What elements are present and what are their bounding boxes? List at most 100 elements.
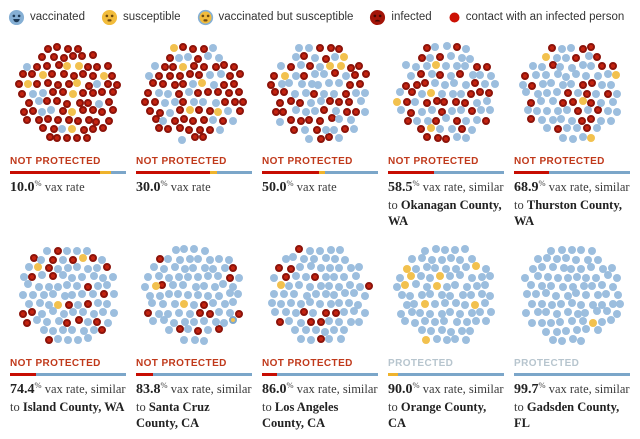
person-dot-vaccinated <box>284 317 293 326</box>
person-dot-infected <box>63 134 72 143</box>
person-dot-vaccinated <box>329 290 338 299</box>
person-dot-vaccinated <box>392 282 401 291</box>
person-dot-vaccinated <box>468 274 477 283</box>
person-dot-infected <box>218 116 227 125</box>
person-dot-vaccinated <box>229 282 238 291</box>
population-dot-cluster <box>263 237 377 353</box>
person-dot-vaccinated <box>487 72 496 81</box>
person-dot-vaccinated <box>149 316 158 325</box>
person-dot-vaccinated <box>332 107 341 116</box>
person-dot-vaccinated <box>468 125 477 134</box>
person-dot-vaccinated <box>72 263 81 272</box>
person-dot-vaccinated <box>527 318 536 327</box>
person-dot-infected <box>73 134 82 143</box>
person-dot-infected <box>312 126 321 135</box>
person-dot-infected <box>174 89 183 98</box>
person-dot-vaccinated <box>149 262 158 271</box>
person-dot-vaccinated <box>417 108 426 117</box>
person-dot-vaccinated <box>289 253 298 262</box>
person-dot-infected <box>440 98 449 107</box>
protection-status: NOT PROTECTED <box>388 156 479 167</box>
person-dot-vaccinated <box>541 328 550 337</box>
person-dot-infected <box>176 71 185 80</box>
person-dot-vaccinated <box>461 133 470 142</box>
person-dot-susceptible <box>68 89 77 98</box>
person-dot-vaccinated <box>588 300 597 309</box>
person-dot-vaccinated <box>452 264 461 273</box>
person-dot-infected <box>179 42 188 51</box>
scenario-panel: NOT PROTECTED 10.0% vax rate <box>8 35 128 237</box>
person-dot-infected <box>235 70 244 79</box>
person-dot-vaccinated <box>427 326 436 335</box>
person-dot-vaccinated <box>199 337 208 346</box>
person-dot-vaccinated <box>299 254 308 263</box>
person-dot-infected <box>236 107 245 116</box>
person-dot-infected <box>569 97 578 106</box>
person-dot-infected <box>100 289 109 298</box>
vax-rate-value: 58.5 <box>388 180 413 195</box>
person-dot-infected <box>475 87 484 96</box>
person-dot-vaccinated <box>561 253 570 262</box>
person-dot-vaccinated <box>538 116 547 125</box>
person-dot-vaccinated <box>209 299 218 308</box>
protection-status: NOT PROTECTED <box>262 357 353 369</box>
person-dot-susceptible <box>198 79 207 88</box>
person-dot-infected <box>548 43 557 52</box>
person-dot-vaccinated <box>60 310 69 319</box>
person-dot-susceptible <box>67 108 76 116</box>
person-dot-infected <box>25 99 34 108</box>
person-dot-vaccinated <box>104 319 113 328</box>
person-dot-infected <box>582 123 591 132</box>
percent-sign: % <box>34 177 42 188</box>
person-dot-infected <box>176 105 185 114</box>
person-dot-vaccinated <box>180 318 189 327</box>
person-dot-vaccinated <box>430 263 439 272</box>
vax-rate-value: 99.7 <box>514 381 539 397</box>
person-dot-vaccinated <box>616 300 625 309</box>
vax-rate-bar-segment-blue <box>153 372 252 376</box>
person-dot-vaccinated <box>302 272 311 281</box>
person-dot-vaccinated <box>235 274 243 283</box>
person-dot-vaccinated <box>83 334 92 343</box>
vax-rate-value: 83.8 <box>136 381 161 397</box>
person-dot-vaccinated <box>446 254 455 263</box>
person-dot-vaccinated <box>537 300 546 309</box>
person-dot-infected <box>154 124 163 133</box>
person-dot-vaccinated <box>355 282 364 291</box>
person-dot-vaccinated <box>206 256 215 265</box>
person-dot-infected <box>455 69 464 78</box>
person-dot-infected <box>34 115 43 124</box>
person-dot-vaccinated <box>567 298 576 307</box>
person-dot-vaccinated <box>170 98 179 107</box>
person-dot-vaccinated <box>613 309 622 318</box>
vax-rate-bar-segment-red <box>262 372 278 376</box>
county-name: Island County, WA <box>22 399 125 414</box>
person-dot-infected <box>69 255 78 264</box>
person-dot-vaccinated <box>411 264 420 273</box>
person-dot-vaccinated <box>54 334 63 343</box>
person-dot-vaccinated <box>411 318 420 327</box>
person-dot-vaccinated <box>140 282 149 291</box>
person-dot-vaccinated <box>156 291 165 300</box>
person-dot-vaccinated <box>198 98 207 107</box>
vax-rate-bar-segment-red <box>388 171 435 174</box>
person-dot-vaccinated <box>576 300 585 309</box>
person-dot-vaccinated <box>533 255 542 264</box>
person-dot-vaccinated <box>89 272 98 281</box>
person-dot-vaccinated <box>110 308 119 317</box>
person-dot-infected <box>417 124 426 133</box>
person-dot-vaccinated <box>159 299 168 308</box>
person-dot-susceptible <box>214 107 223 116</box>
person-dot-vaccinated <box>438 325 447 334</box>
scenario-grid: NOT PROTECTED 10.0% vax rate NOT PROTECTED… <box>8 35 632 439</box>
person-dot-vaccinated <box>301 89 310 98</box>
person-dot-vaccinated <box>461 61 470 70</box>
person-dot-vaccinated <box>532 107 541 116</box>
vax-rate-bar-segment-blue <box>398 372 504 376</box>
person-dot-vaccinated <box>408 254 417 263</box>
person-dot-vaccinated <box>567 245 576 254</box>
person-dot-vaccinated <box>436 124 445 133</box>
person-dot-vaccinated <box>321 289 330 298</box>
person-dot-infected <box>203 88 212 96</box>
